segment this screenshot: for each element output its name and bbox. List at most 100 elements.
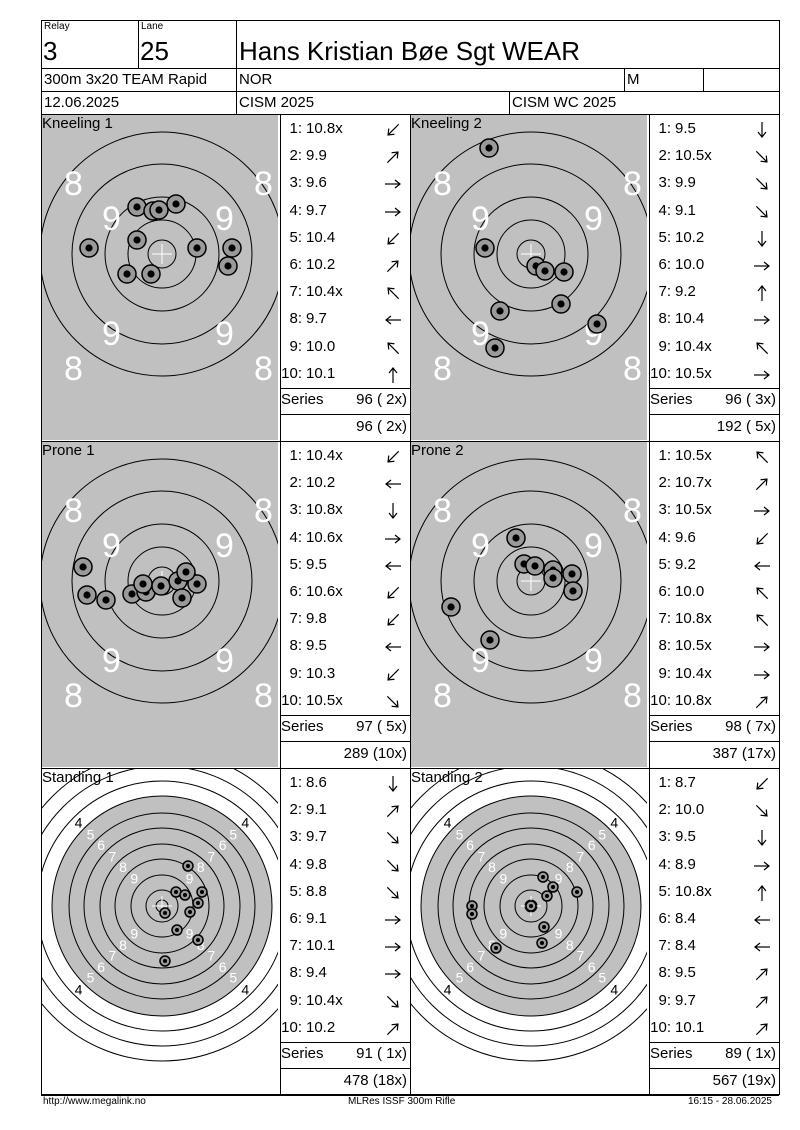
ring-number: 9: [130, 926, 138, 942]
shot-row: 10: 10.8x: [649, 692, 780, 712]
series-title: Prone 2: [411, 442, 464, 459]
shot-hole: [159, 955, 171, 967]
shot-number: 2:: [289, 147, 302, 165]
shot-number: 6:: [658, 256, 671, 273]
ring-number: 7: [109, 947, 117, 963]
shot-row: 10: 10.2: [280, 1019, 411, 1039]
shot-number: 9:: [658, 337, 671, 355]
shot-value: 10.0: [306, 337, 336, 355]
shot-row: 1: 10.4x: [280, 447, 411, 467]
nation: NOR: [239, 71, 273, 88]
ring-number: 6: [466, 959, 474, 975]
shot-row: 3: 10.8x: [280, 501, 411, 521]
shot-value: 10.8x: [306, 501, 343, 519]
shot-hole: [179, 889, 191, 901]
shot-direction-icon: [753, 149, 771, 169]
ring-number: 8: [623, 677, 642, 715]
shot-number: 3:: [289, 174, 302, 192]
shot-value: 10.4x: [675, 664, 712, 682]
ring-number: 4: [610, 981, 618, 997]
ring-number: 5: [456, 827, 464, 843]
shot-number: 3:: [289, 501, 302, 519]
shot-direction-icon: [384, 122, 402, 142]
shot-row: 8: 10.4: [649, 310, 780, 330]
shot-hole: [149, 200, 169, 220]
shot-value: 9.8: [306, 610, 327, 628]
shot-hole: [73, 557, 93, 577]
shot-value: 9.5: [306, 555, 327, 573]
shot-value: 8.7: [675, 774, 696, 791]
shot-number: 5:: [289, 555, 302, 573]
series-label: Series: [650, 1045, 693, 1062]
ring-number: 8: [64, 492, 83, 530]
series-title: Kneeling 2: [411, 115, 482, 132]
shot-row: 6: 8.4: [649, 910, 780, 930]
shot-direction-icon: [384, 366, 402, 387]
shot-direction-icon: [753, 558, 771, 578]
shot-hole: [187, 238, 207, 258]
shot-row: 3: 9.6: [280, 174, 411, 194]
shot-direction-icon: [384, 667, 402, 687]
shot-value: 9.2: [675, 283, 696, 301]
shot-direction-icon: [753, 585, 771, 605]
shot-value: 10.4x: [306, 991, 343, 1009]
competition: CISM 2025: [239, 94, 315, 111]
shot-value: 10.4: [306, 228, 336, 246]
ring-number: 9: [555, 926, 563, 942]
shot-direction-icon: [384, 639, 402, 659]
shot-row: 1: 8.6: [280, 774, 411, 794]
shot-direction-icon: [384, 204, 402, 224]
shot-number: 2:: [658, 147, 671, 165]
ring-number: 9: [186, 926, 194, 942]
shot-value: 9.7: [306, 828, 327, 846]
shot-hole: [479, 138, 499, 158]
cumulative-total: 289 (10x): [343, 745, 407, 762]
shot-direction-icon: [384, 912, 402, 932]
shot-hole: [196, 886, 208, 898]
shot-direction-icon: [753, 639, 771, 659]
shot-hole: [184, 906, 196, 918]
shot-number: 3:: [289, 828, 302, 846]
shot-direction-icon: [753, 531, 771, 551]
shot-row: 3: 9.7: [280, 828, 411, 848]
shot-row: 10: 10.5x: [280, 692, 411, 712]
ring-number: 9: [555, 870, 563, 886]
ring-number: 9: [584, 642, 603, 680]
shot-direction-icon: [384, 258, 402, 278]
shot-row: 9: 10.3: [280, 665, 411, 685]
shot-direction-icon: [384, 449, 402, 469]
ring-number: 4: [444, 981, 452, 997]
shot-row: 5: 10.2: [649, 229, 780, 249]
shot-hole: [490, 301, 510, 321]
shot-hole: [176, 562, 196, 582]
shot-number: 2:: [658, 474, 671, 492]
shot-row: 7: 10.4x: [280, 283, 411, 303]
shot-direction-icon: [384, 994, 402, 1014]
shot-direction-icon: [753, 476, 771, 496]
ring-number: 9: [102, 200, 121, 238]
ring-number: 9: [215, 642, 234, 680]
shot-row: 1: 8.7: [649, 774, 780, 794]
lane-label: Lane: [141, 21, 164, 32]
shot-direction-icon: [753, 803, 771, 823]
shot-value: 9.7: [306, 310, 327, 328]
shot-direction-icon: [384, 830, 402, 850]
event-name: 300m 3x20 TEAM Rapid: [44, 71, 208, 88]
target-5: 444455556666777788889999: [42, 769, 278, 1094]
shot-value: 10.0: [675, 583, 705, 600]
shot-row: 6: 10.0: [649, 583, 780, 603]
date: 12.06.2025: [44, 94, 120, 111]
shot-row: 7: 10.8x: [649, 610, 780, 630]
shot-number: 5:: [289, 228, 302, 246]
ring-number: 8: [64, 677, 83, 715]
ring-number: 4: [241, 981, 249, 997]
shot-value: 8.6: [306, 774, 327, 791]
ring-number: 8: [433, 165, 452, 203]
shot-direction-icon: [753, 204, 771, 224]
shot-hole: [562, 564, 582, 584]
shot-value: 9.8: [306, 855, 327, 873]
shot-hole: [182, 860, 194, 872]
shot-number: 8:: [289, 310, 302, 328]
ring-number: 4: [610, 815, 618, 831]
cumulative-total: 567 (19x): [712, 1072, 776, 1089]
